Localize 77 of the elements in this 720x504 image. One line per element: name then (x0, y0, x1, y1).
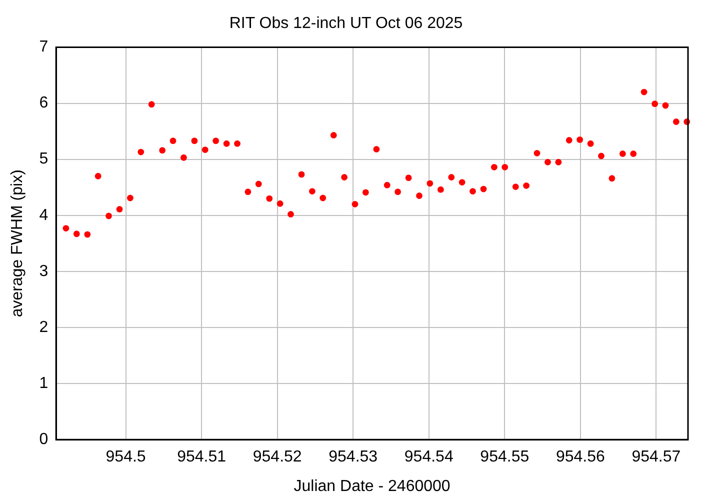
y-tick-label: 5 (39, 150, 48, 168)
x-tick-label: 954.5 (106, 448, 146, 466)
point (384, 182, 390, 188)
chart-title: RIT Obs 12-inch UT Oct 06 2025 (229, 15, 463, 32)
point (502, 164, 508, 170)
point (587, 140, 594, 147)
x-tick-label: 954.57 (632, 448, 681, 466)
point (362, 189, 369, 196)
point (170, 138, 176, 144)
point (512, 184, 519, 190)
point (662, 102, 669, 109)
point (223, 140, 230, 147)
point (555, 158, 562, 166)
point (523, 182, 530, 189)
y-tick-label: 6 (39, 94, 48, 112)
x-tick-label: 954.53 (328, 448, 378, 466)
point (426, 180, 434, 187)
y-tick-label: 4 (39, 206, 48, 224)
point (244, 188, 252, 196)
point (341, 174, 348, 180)
point (84, 231, 91, 238)
point (352, 200, 358, 208)
point (416, 192, 422, 199)
point (62, 225, 70, 232)
y-tick-label: 7 (39, 38, 48, 56)
point (373, 146, 380, 152)
point (255, 180, 262, 188)
point (159, 147, 166, 154)
point (298, 171, 305, 178)
x-tick-label: 954.55 (480, 448, 530, 466)
point (94, 172, 102, 180)
point (202, 146, 208, 153)
point (308, 188, 316, 194)
y-axis-title: average FWHM (pix) (9, 170, 26, 318)
point (73, 230, 80, 238)
y-tick-label: 0 (39, 431, 48, 448)
point (234, 140, 240, 147)
point (394, 188, 402, 196)
point (576, 136, 584, 143)
x-tick-label: 954.51 (177, 448, 226, 466)
point (106, 212, 112, 220)
point (608, 175, 616, 182)
y-tick-label: 1 (39, 374, 48, 392)
point (116, 206, 123, 212)
point (437, 186, 444, 193)
x-tick-label: 954.54 (404, 448, 454, 466)
x-tick-label: 954.52 (252, 448, 302, 466)
point (138, 148, 144, 156)
point (448, 174, 455, 180)
point (534, 150, 540, 156)
point (672, 118, 680, 125)
point (180, 154, 187, 161)
point (288, 211, 294, 218)
point (276, 200, 284, 207)
point (458, 179, 466, 186)
point (566, 137, 572, 144)
point (148, 101, 155, 108)
point (266, 195, 273, 202)
point (652, 100, 658, 108)
point (405, 174, 412, 182)
point (212, 138, 220, 144)
point (480, 186, 487, 192)
point (470, 188, 476, 194)
point (544, 158, 551, 166)
point (191, 138, 198, 144)
point (127, 194, 134, 202)
y-tick-label: 3 (39, 262, 48, 280)
point (598, 152, 604, 160)
point (490, 164, 498, 170)
x-axis-title: Julian Date - 2460000 (294, 478, 450, 495)
y-tick-label: 2 (39, 318, 48, 336)
point (630, 150, 637, 157)
point (320, 194, 326, 202)
point (330, 132, 337, 138)
point (619, 150, 626, 157)
x-tick-label: 954.56 (556, 448, 605, 466)
point (640, 88, 648, 96)
